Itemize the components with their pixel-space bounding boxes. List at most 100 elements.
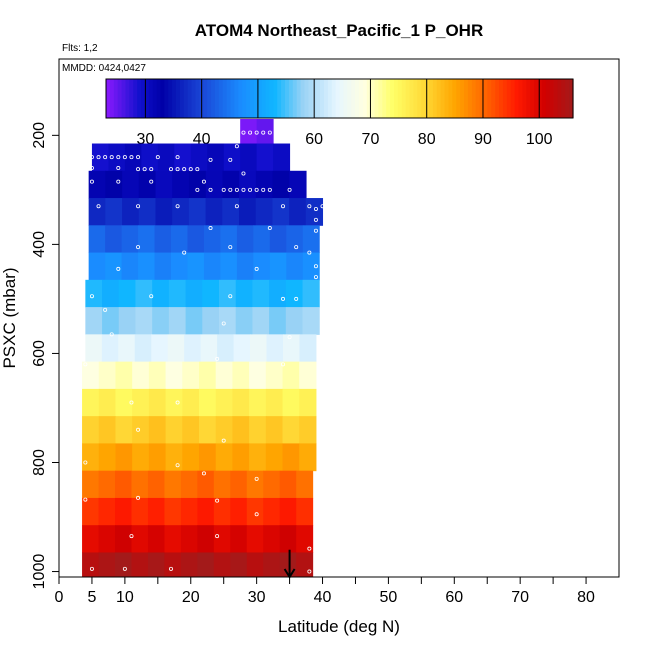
- sample-point: [129, 534, 134, 539]
- heatmap-cell: [174, 143, 192, 172]
- heatmap-cell: [182, 361, 200, 390]
- sample-point: [215, 498, 220, 503]
- colorbar-segment: [117, 79, 123, 118]
- sample-point: [201, 179, 206, 184]
- sample-point: [254, 476, 259, 481]
- colorbar-segment: [382, 79, 387, 118]
- heatmap-cell: [282, 416, 300, 444]
- colorbar-segment: [238, 79, 243, 118]
- heatmap-cell: [154, 252, 172, 281]
- colorbar-segment: [304, 79, 309, 118]
- sample-point: [267, 187, 272, 192]
- heatmap-cell: [147, 497, 165, 526]
- colorbar-segment: [370, 79, 376, 118]
- heatmap-cell: [135, 307, 153, 335]
- colorbar-segment: [386, 79, 391, 118]
- heatmap-cell: [202, 279, 220, 308]
- heatmap-cell: [115, 443, 133, 472]
- colorbar-tick-label: 60: [305, 131, 323, 148]
- colorbar-segment: [561, 79, 566, 118]
- sample-point: [129, 400, 134, 405]
- heatmap-cell: [82, 525, 100, 553]
- heatmap-cell: [168, 307, 187, 335]
- heatmap-cell: [305, 198, 324, 226]
- sample-point: [201, 471, 206, 476]
- colorbar-segment: [358, 79, 364, 118]
- colorbar-segment: [113, 79, 119, 118]
- sample-points: [83, 130, 325, 574]
- sample-point: [182, 167, 187, 172]
- colorbar-segment: [141, 79, 146, 118]
- sample-point: [116, 155, 121, 160]
- heatmap-cell: [269, 307, 287, 335]
- colorbar-segment: [300, 79, 306, 118]
- chart-title: ATOM4 Northeast_Pacific_1 P_OHR: [195, 21, 483, 40]
- sample-point: [83, 497, 88, 502]
- sample-point: [136, 155, 141, 160]
- y-tick-label: 800: [31, 449, 48, 476]
- colorbar-segment: [316, 79, 321, 118]
- sample-point: [83, 362, 88, 367]
- heatmap-cell: [232, 416, 250, 444]
- heatmap-cell: [105, 198, 123, 226]
- heatmap-cell: [215, 416, 233, 444]
- sample-point: [182, 250, 187, 255]
- heatmap-cell: [147, 470, 165, 499]
- heatmap-cell: [118, 307, 136, 335]
- heatmap-cell: [131, 525, 149, 553]
- heatmap-cell: [279, 470, 297, 499]
- sample-point: [307, 204, 312, 209]
- y-tick-label: 1000: [31, 554, 48, 590]
- x-tick-label: 70: [511, 589, 529, 606]
- colorbar-segment: [137, 79, 142, 118]
- colorbar-segment: [471, 79, 477, 118]
- colorbar-tick-label: 90: [474, 131, 492, 148]
- colorbar-segment: [487, 79, 492, 118]
- colorbar-segment: [569, 79, 574, 118]
- sample-point: [221, 321, 226, 326]
- heatmap-cell: [282, 361, 300, 390]
- heatmap-cell: [215, 443, 233, 472]
- heatmap-cell: [197, 497, 215, 526]
- colorbar-segment: [327, 79, 333, 118]
- sample-point: [241, 187, 246, 192]
- dates-label: MMDD: 0424,0427: [62, 63, 146, 74]
- heatmap-cell: [263, 497, 281, 526]
- heatmap-cell: [296, 552, 314, 578]
- heatmap-cell: [302, 307, 320, 335]
- heatmap-cell: [82, 361, 100, 390]
- colorbar-segment: [495, 79, 500, 118]
- heatmap-cell: [266, 334, 284, 363]
- heatmap-cell: [121, 225, 139, 254]
- colorbar-segment: [526, 79, 531, 118]
- heatmap-cell: [132, 388, 150, 417]
- heatmap-cell: [203, 252, 221, 281]
- heatmap-cell: [147, 525, 165, 553]
- sample-point: [294, 296, 299, 301]
- colorbar-segment: [506, 79, 512, 118]
- heatmap-cell: [88, 252, 106, 281]
- colorbar-segment: [226, 79, 232, 118]
- sample-point: [136, 167, 141, 172]
- heatmap-cell: [299, 388, 317, 417]
- colorbar-segment: [296, 79, 302, 118]
- sample-point: [234, 144, 239, 149]
- heatmap-cell: [250, 334, 268, 363]
- y-tick-label: 600: [31, 340, 48, 367]
- heatmap-cell: [148, 416, 167, 444]
- sample-point: [103, 155, 108, 160]
- heatmap-cell: [263, 470, 281, 499]
- colorbar-segment: [464, 79, 469, 118]
- heatmap-cell: [151, 334, 169, 363]
- colorbar-segment: [253, 79, 259, 118]
- heatmap-cell: [249, 388, 267, 417]
- sample-point: [136, 204, 141, 209]
- colorbar-segment: [109, 79, 115, 118]
- heatmap-cell: [115, 497, 132, 526]
- heatmap-cell: [207, 143, 225, 172]
- sample-point: [307, 546, 312, 551]
- y-tick-label: 400: [31, 231, 48, 258]
- sample-point: [89, 166, 94, 171]
- sample-point: [313, 275, 318, 280]
- colorbar-segment: [366, 79, 372, 118]
